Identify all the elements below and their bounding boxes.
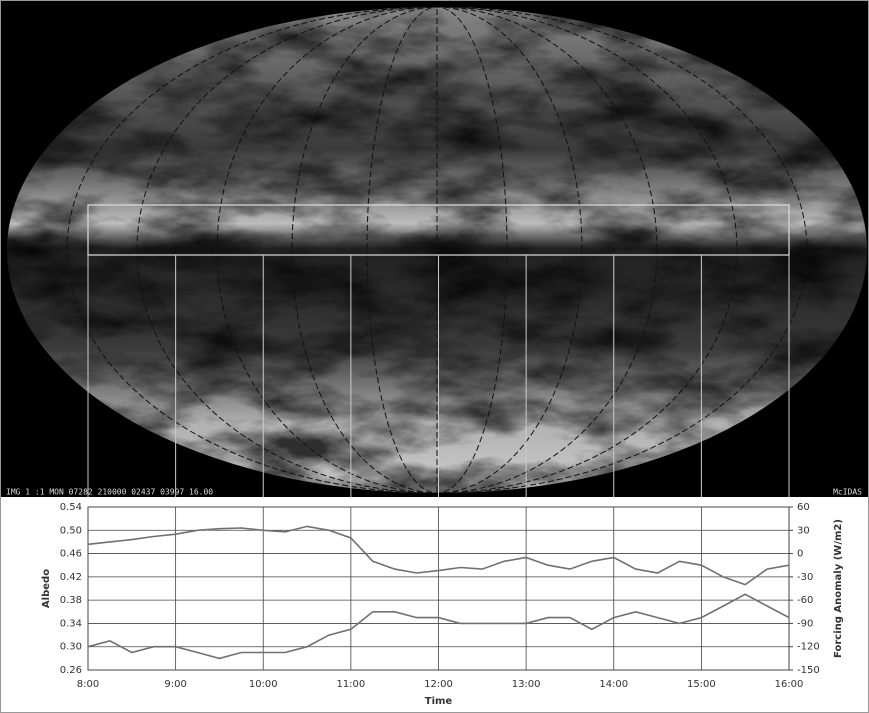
x-axis-label: Time: [425, 696, 453, 707]
y-tick-label: 0.50: [60, 525, 82, 536]
x-tick-label: 13:00: [512, 679, 541, 690]
y2-tick-label: 0: [797, 549, 803, 560]
x-tick-label: 12:00: [424, 679, 453, 690]
y2-axis-label: Forcing Anomaly (W/m2): [833, 519, 844, 658]
y-tick-label: 0.26: [60, 665, 82, 676]
x-tick-label: 11:00: [336, 679, 365, 690]
data-line: [87, 525, 790, 586]
y-axis-label: Albedo: [41, 569, 52, 608]
y2-tick-label: -90: [797, 618, 813, 629]
data-line: [87, 593, 790, 660]
image-source: McIDAS: [833, 488, 862, 497]
x-tick-label: 9:00: [164, 679, 186, 690]
y-tick-label: 0.34: [60, 618, 82, 629]
satellite-image: [7, 7, 867, 493]
y-tick-label: 0.42: [60, 572, 82, 583]
x-tick-label: 8:00: [77, 679, 99, 690]
y2-tick-label: -150: [797, 665, 820, 676]
x-tick-label: 15:00: [687, 679, 716, 690]
y-tick-label: 0.38: [60, 595, 82, 606]
y2-tick-label: -30: [797, 572, 813, 583]
y2-tick-label: -120: [797, 642, 820, 653]
y2-tick-label: 60: [797, 502, 810, 513]
y-tick-label: 0.54: [60, 502, 82, 513]
y2-tick-label: -60: [797, 595, 813, 606]
y2-tick-label: 30: [797, 525, 810, 536]
x-tick-label: 16:00: [775, 679, 804, 690]
y-tick-label: 0.30: [60, 642, 82, 653]
image-caption: IMG 1 :1 MON 07282 210000 02437 03997 16…: [6, 488, 213, 497]
y-tick-label: 0.46: [60, 549, 82, 560]
x-tick-label: 14:00: [599, 679, 628, 690]
x-tick-label: 10:00: [249, 679, 278, 690]
